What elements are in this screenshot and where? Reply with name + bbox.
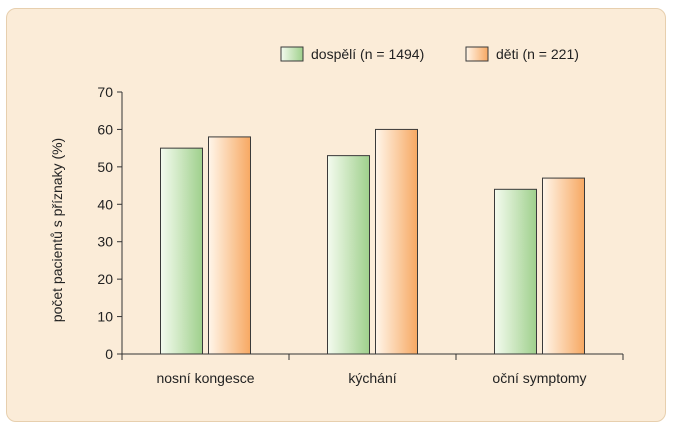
bar-adults [494, 188, 537, 355]
x-category-label: nosní kongesce [156, 370, 254, 386]
x-category-label: oční symptomy [492, 370, 586, 386]
bar-adults [160, 147, 203, 355]
bar-children [542, 177, 585, 355]
legend-label: dospělí (n = 1494) [311, 46, 424, 62]
legend-label: děti (n = 221) [496, 46, 579, 62]
y-axis: 0 10 20 30 40 50 60 70 [97, 84, 123, 362]
y-tick-label: 60 [97, 121, 113, 137]
legend-swatch [280, 46, 304, 62]
bar-children [208, 136, 251, 355]
y-tick-label: 0 [105, 346, 113, 362]
y-tick-label: 30 [97, 234, 113, 250]
bars [160, 128, 585, 355]
y-tick-label: 70 [97, 84, 113, 100]
y-tick-label: 50 [97, 159, 113, 175]
y-tick-label: 10 [97, 309, 113, 325]
bar-adults [327, 155, 370, 355]
legend: dospělí (n = 1494) děti (n = 221) [280, 46, 579, 62]
y-tick-label: 20 [97, 271, 113, 287]
y-tick-label: 40 [97, 196, 113, 212]
y-axis-title: počet pacientů s příznaky (%) [49, 138, 65, 322]
x-category-label: kýchání [348, 370, 396, 386]
x-axis: nosní kongesce kýchání oční symptomy [121, 353, 624, 386]
bar-children [375, 128, 418, 355]
legend-swatch [465, 46, 489, 62]
